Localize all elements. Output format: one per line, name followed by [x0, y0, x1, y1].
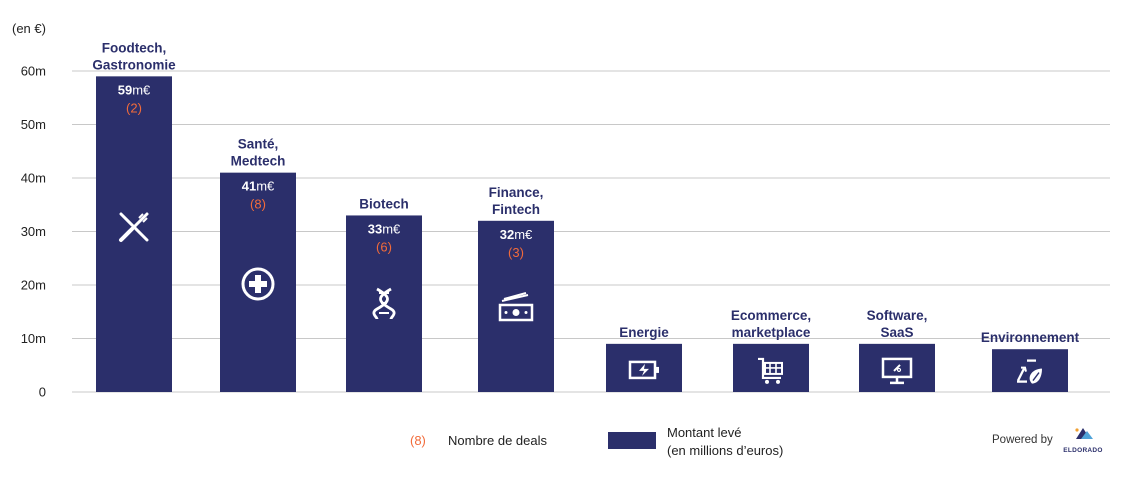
value-unit: m€: [382, 221, 401, 236]
y-tick-label: 50m: [21, 117, 46, 132]
category-label: Energie: [619, 325, 669, 340]
bar-group: Environnement: [981, 330, 1080, 392]
category-label: Gastronomie: [92, 57, 176, 72]
legend-amount-swatch: [608, 432, 656, 449]
legend-amount-label-line1: Montant levé: [667, 425, 741, 440]
deals-count: (6): [376, 239, 392, 254]
category-label: Environnement: [981, 330, 1080, 345]
value-unit: m€: [256, 179, 275, 194]
monitor-icon: [881, 357, 913, 385]
category-label: Software,: [867, 308, 928, 323]
banknotes-icon: [498, 292, 534, 322]
bar: [992, 349, 1068, 392]
battery-charging-icon: [628, 360, 659, 380]
category-label: Ecommerce,: [731, 308, 811, 323]
eldorado-logo-icon: [1075, 428, 1093, 439]
value-unit: m€: [132, 82, 151, 97]
y-tick-label: 30m: [21, 224, 46, 239]
shopping-cart-icon: [758, 357, 783, 384]
bar-group: Ecommerce, marketplace: [731, 308, 811, 392]
legend-deals-sample: (8): [410, 433, 426, 448]
y-axis-ticks: 0 10m 20m 30m 40m 50m 60m: [21, 64, 46, 400]
fork-knife-icon: [119, 212, 149, 242]
bars: Foodtech,Gastronomie59m€(2)Santé,Medtech…: [92, 40, 1080, 392]
powered-by-label: Powered by: [992, 434, 1053, 446]
category-label: Biotech: [359, 196, 409, 211]
powered-by: Powered by ELDORADO: [992, 428, 1103, 454]
category-label: SaaS: [880, 325, 913, 340]
bar-group: Software, SaaS: [859, 308, 935, 392]
category-label: Medtech: [231, 154, 286, 169]
medical-cross-icon: [241, 267, 275, 301]
category-label: marketplace: [732, 325, 811, 340]
category-label: Santé,: [238, 137, 279, 152]
eldorado-brand: ELDORADO: [1063, 447, 1103, 454]
dna-icon: [372, 287, 396, 320]
value-label: 32m€: [500, 227, 533, 242]
value-number: 33: [368, 221, 382, 236]
legend-amount-label-line2: (en millions d’euros): [667, 443, 783, 458]
deals-count: (3): [508, 245, 524, 260]
deals-count: (2): [126, 100, 142, 115]
category-label: Foodtech,: [102, 40, 167, 55]
y-tick-label: 0: [39, 385, 46, 400]
unit-label: (en €): [12, 21, 46, 36]
bar-group: Foodtech, Gastronomie 59m€ (2): [92, 40, 176, 392]
value-unit: m€: [514, 227, 533, 242]
value-number: 32: [500, 227, 514, 242]
value-number: 59: [118, 82, 132, 97]
category-label: Fintech: [492, 202, 540, 217]
deals-count: (8): [250, 197, 266, 212]
category-label: Finance,: [489, 185, 544, 200]
value-label: 59m€: [118, 82, 151, 97]
legend: (8) Nombre de deals Montant levé (en mil…: [410, 425, 783, 458]
value-label: 33m€: [368, 221, 401, 236]
value-label: 41m€: [242, 179, 275, 194]
bar-group: Finance, Fintech 32m€ (3): [478, 185, 554, 392]
bar: [96, 76, 172, 392]
y-tick-label: 10m: [21, 331, 46, 346]
value-number: 41: [242, 179, 256, 194]
y-tick-label: 60m: [21, 64, 46, 79]
bar-group: Energie: [606, 325, 682, 392]
bar-group: Biotech 33m€ (6): [346, 196, 422, 392]
bar: [478, 220, 554, 392]
recycle-icon: [1016, 359, 1042, 384]
bar-group: Santé, Medtech 41m€ (8): [220, 137, 296, 392]
y-tick-label: 40m: [21, 171, 46, 186]
legend-deals-label: Nombre de deals: [448, 433, 547, 448]
y-tick-label: 20m: [21, 278, 46, 293]
